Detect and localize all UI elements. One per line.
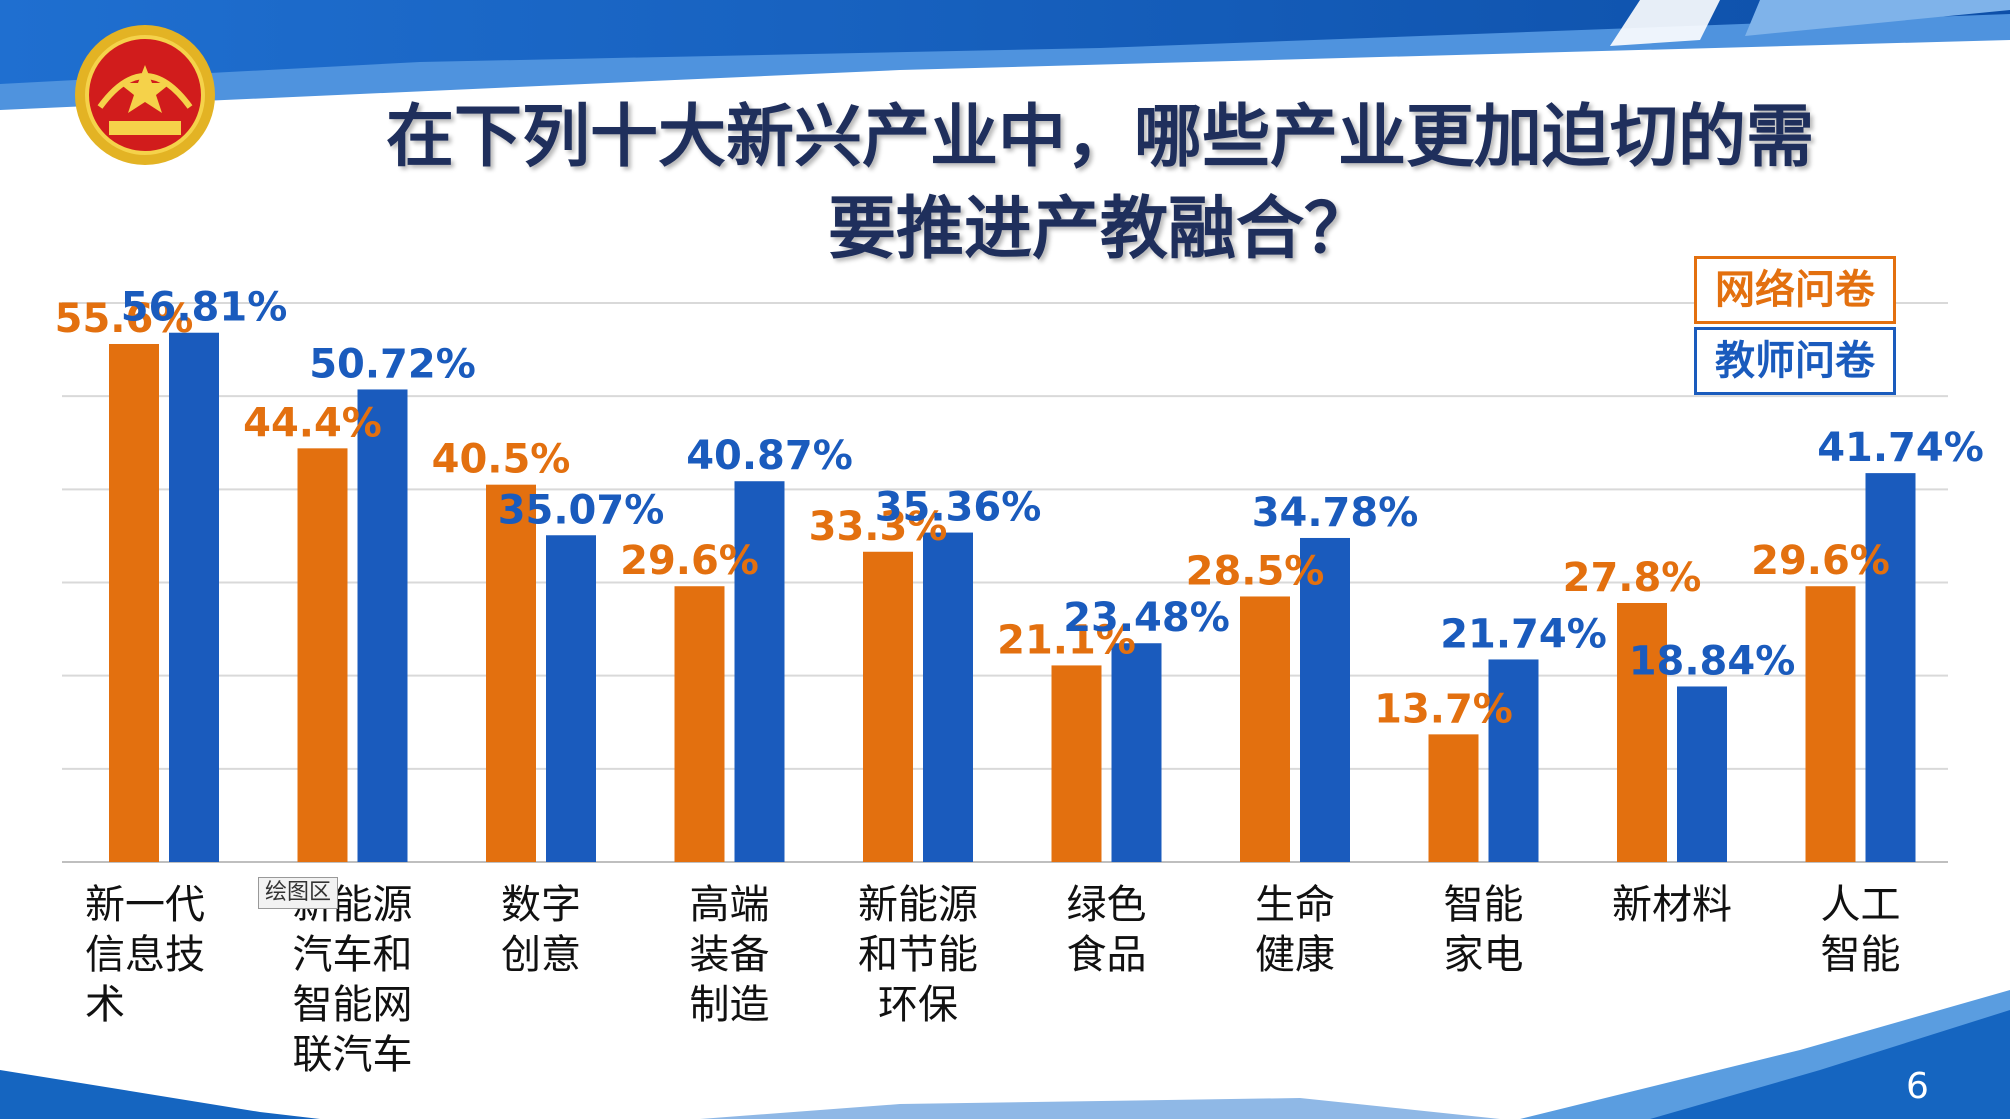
category-label: 智能 家电	[1394, 880, 1574, 980]
title-line-2: 要推进产教融合？	[827, 190, 1372, 269]
page-number: 6	[1906, 1066, 1929, 1107]
bar-teacher	[1677, 686, 1727, 862]
category-label-line: 汽车和	[292, 932, 413, 978]
bar-online	[1051, 665, 1102, 862]
category-label: 新能源 汽车和 智能网 联汽车	[263, 880, 443, 1080]
plot-area-tag: 绘图区	[258, 877, 339, 909]
category-label-line: 生命	[1255, 882, 1335, 928]
value-label-online: 13.7%	[1374, 686, 1513, 732]
category-label-line: 家电	[1443, 932, 1524, 978]
category-label-line: 智能	[1820, 932, 1901, 978]
bottom-wave-mid	[700, 1098, 1500, 1119]
bar-teacher	[546, 535, 596, 862]
bar-online	[486, 484, 536, 862]
value-label-teacher: 18.84%	[1629, 638, 1796, 684]
category-label-line: 健康	[1255, 932, 1335, 978]
value-label-teacher: 40.87%	[686, 433, 853, 479]
legend-online: 网络问卷	[1694, 256, 1896, 324]
cppcc-emblem-icon	[75, 25, 215, 165]
value-label-teacher: 23.48%	[1063, 595, 1230, 641]
chart-title: 在下列十大新兴产业中，哪些产业更加迫切的需 要推进产教融合？	[260, 92, 1940, 276]
value-label-teacher: 34.78%	[1252, 490, 1419, 536]
bar-online	[297, 448, 348, 862]
bar-online	[1240, 596, 1290, 862]
top-banner-stripe	[1610, 0, 1720, 46]
value-label-online: 29.6%	[1751, 538, 1890, 584]
bar-online	[674, 586, 725, 862]
category-label: 数字 创意	[451, 880, 631, 980]
bottom-wave-left	[0, 1070, 320, 1119]
category-label-line: 术	[85, 982, 125, 1028]
value-label-teacher: 35.07%	[498, 487, 665, 533]
category-label-line: 环保	[878, 982, 958, 1028]
value-label-teacher: 21.74%	[1440, 611, 1607, 657]
category-label: 新能源 和节能 环保	[828, 880, 1008, 1030]
bar-teacher	[1300, 537, 1350, 862]
value-label-teacher: 50.72%	[309, 341, 476, 387]
value-label-online: 40.5%	[432, 437, 571, 483]
category-label-line: 制造	[689, 982, 770, 1028]
category-label-line: 智能网	[292, 982, 413, 1028]
bar-teacher	[734, 481, 785, 862]
bottom-wave-right	[1600, 1000, 2010, 1119]
value-label-teacher: 41.74%	[1817, 425, 1984, 471]
value-label-teacher: 56.81%	[121, 285, 288, 331]
category-label: 人工 智能	[1771, 880, 1951, 980]
category-label: 新材料	[1582, 880, 1762, 930]
category-label-line: 人工	[1820, 882, 1901, 928]
category-label-line: 新材料	[1612, 882, 1732, 928]
category-label-line: 食品	[1066, 932, 1147, 978]
legend-teacher: 教师问卷	[1694, 327, 1896, 395]
category-label-line: 和节能	[858, 932, 978, 978]
category-label-line: 数字	[501, 882, 581, 928]
bar-online	[863, 551, 913, 862]
category-label-line: 绿色	[1066, 882, 1147, 928]
bar-online	[1805, 586, 1856, 862]
value-label-online: 44.4%	[243, 400, 382, 446]
category-label-line: 新一代	[85, 882, 205, 928]
category-label: 新一代 信息技术	[85, 880, 265, 1030]
value-label-online: 28.5%	[1186, 548, 1325, 594]
category-label-line: 高端	[689, 882, 770, 928]
value-label-online: 27.8%	[1563, 555, 1702, 601]
value-labels: 55.6% 44.4% 40.5% 29.6% 33.3% 21.1% 28.5% 13.7%…	[55, 285, 1984, 733]
value-label-online: 29.6%	[620, 538, 759, 584]
category-label-line: 新能源	[858, 882, 978, 928]
category-label-line: 创意	[501, 932, 581, 978]
bar-online	[1428, 734, 1479, 862]
bars	[109, 332, 1916, 862]
category-label: 生命 健康	[1205, 880, 1385, 980]
category-label: 高端 装备 制造	[640, 880, 820, 1030]
value-label-teacher: 35.36%	[875, 485, 1042, 531]
bar-teacher	[1488, 659, 1539, 862]
value-label-online: 33.3%	[809, 504, 948, 550]
category-label-line: 联汽车	[292, 1032, 413, 1078]
category-label: 绿色 食品	[1017, 880, 1197, 980]
bar-teacher	[1111, 643, 1162, 862]
bar-teacher	[357, 389, 408, 862]
bar-online	[109, 343, 159, 862]
bar-teacher	[923, 532, 973, 862]
category-label-line: 装备	[689, 932, 770, 978]
bar-online	[1617, 602, 1667, 862]
bar-teacher	[1865, 473, 1916, 862]
bar-teacher	[169, 332, 219, 862]
title-line-1: 在下列十大新兴产业中，哪些产业更加迫切的需	[385, 98, 1814, 177]
category-label-line: 智能	[1443, 882, 1524, 928]
category-label-line: 信息技	[85, 932, 205, 978]
value-label-online: 55.6%	[55, 296, 194, 342]
top-banner-stripe-2	[1745, 0, 2010, 36]
value-label-online: 21.1%	[997, 617, 1136, 663]
top-banner	[0, 0, 2010, 84]
